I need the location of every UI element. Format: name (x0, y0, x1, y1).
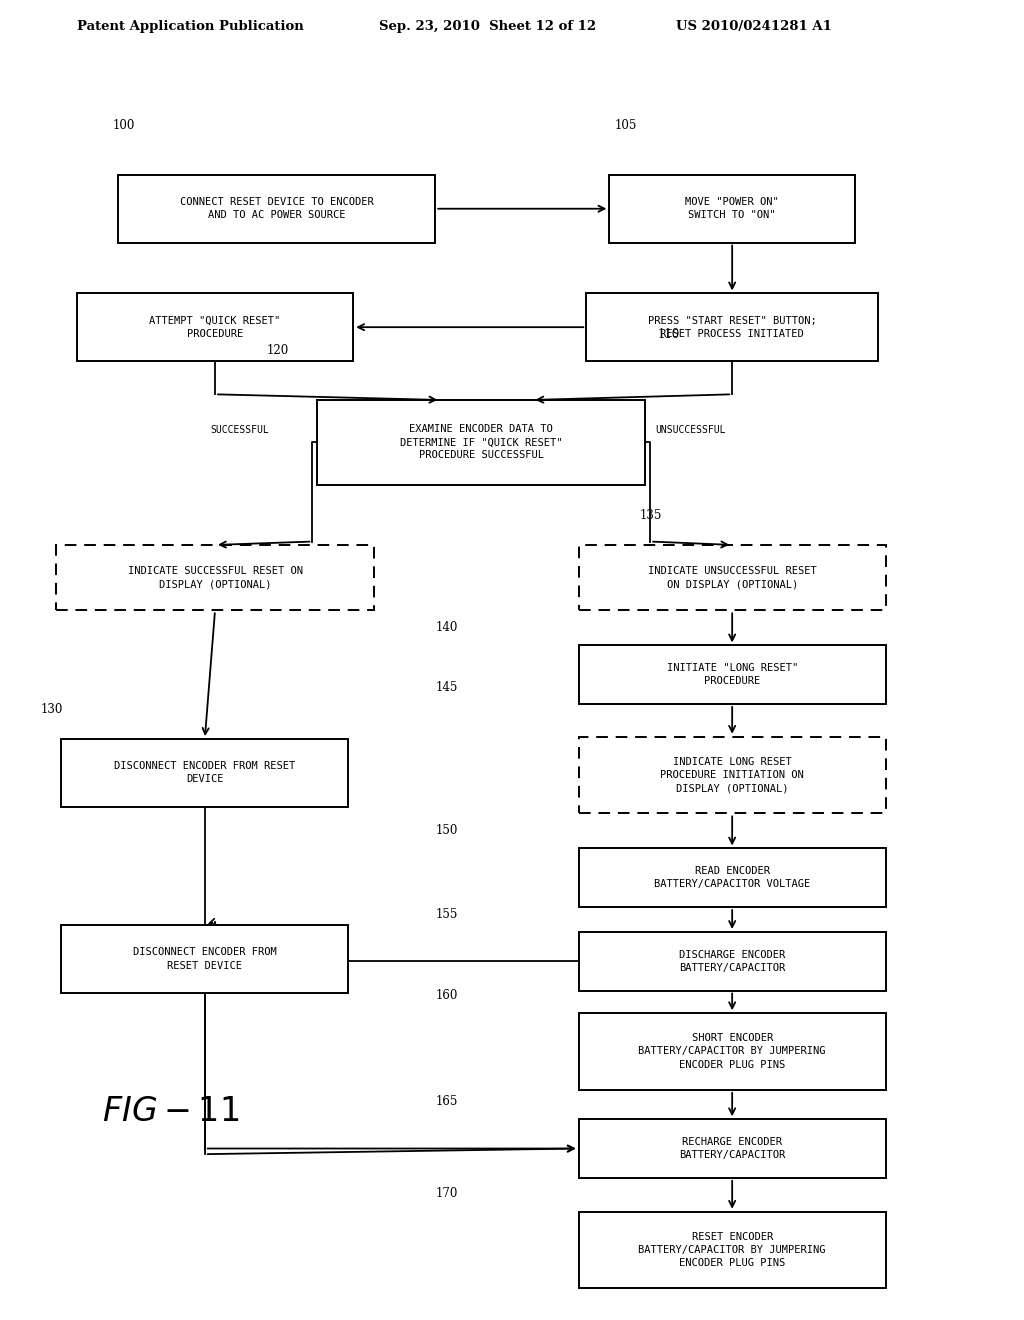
Text: UNSUCCESSFUL: UNSUCCESSFUL (655, 425, 726, 436)
FancyBboxPatch shape (317, 400, 645, 484)
Text: 140: 140 (435, 620, 458, 634)
FancyBboxPatch shape (579, 1119, 886, 1177)
Text: INDICATE LONG RESET
PROCEDURE INITIATION ON
DISPLAY (OPTIONAL): INDICATE LONG RESET PROCEDURE INITIATION… (660, 756, 804, 793)
Text: 145: 145 (435, 681, 458, 694)
Text: Patent Application Publication: Patent Application Publication (77, 20, 303, 33)
FancyBboxPatch shape (61, 925, 348, 993)
Text: 155: 155 (435, 908, 458, 920)
Text: INITIATE "LONG RESET"
PROCEDURE: INITIATE "LONG RESET" PROCEDURE (667, 663, 798, 686)
FancyBboxPatch shape (579, 932, 886, 990)
FancyBboxPatch shape (579, 545, 886, 610)
FancyBboxPatch shape (586, 293, 878, 362)
Text: 135: 135 (640, 510, 663, 523)
Text: 160: 160 (435, 989, 458, 1002)
Text: PRESS "START RESET" BUTTON;
RESET PROCESS INITIATED: PRESS "START RESET" BUTTON; RESET PROCES… (648, 315, 816, 339)
FancyBboxPatch shape (579, 737, 886, 813)
Text: SUCCESSFUL: SUCCESSFUL (210, 425, 268, 436)
Text: INDICATE UNSUCCESSFUL RESET
ON DISPLAY (OPTIONAL): INDICATE UNSUCCESSFUL RESET ON DISPLAY (… (648, 566, 816, 589)
Text: READ ENCODER
BATTERY/CAPACITOR VOLTAGE: READ ENCODER BATTERY/CAPACITOR VOLTAGE (654, 866, 810, 890)
FancyBboxPatch shape (579, 849, 886, 907)
Text: $\it{FIG-11}$: $\it{FIG-11}$ (102, 1094, 240, 1127)
Text: INDICATE SUCCESSFUL RESET ON
DISPLAY (OPTIONAL): INDICATE SUCCESSFUL RESET ON DISPLAY (OP… (128, 566, 302, 589)
FancyBboxPatch shape (579, 1212, 886, 1288)
Text: 130: 130 (41, 704, 63, 717)
Text: DISCONNECT ENCODER FROM
RESET DEVICE: DISCONNECT ENCODER FROM RESET DEVICE (133, 948, 276, 970)
Text: Sep. 23, 2010  Sheet 12 of 12: Sep. 23, 2010 Sheet 12 of 12 (379, 20, 596, 33)
Text: 165: 165 (435, 1094, 458, 1107)
Text: ATTEMPT "QUICK RESET"
PROCEDURE: ATTEMPT "QUICK RESET" PROCEDURE (150, 315, 281, 339)
Text: RECHARGE ENCODER
BATTERY/CAPACITOR: RECHARGE ENCODER BATTERY/CAPACITOR (679, 1137, 785, 1160)
FancyBboxPatch shape (579, 645, 886, 704)
Text: SHORT ENCODER
BATTERY/CAPACITOR BY JUMPERING
ENCODER PLUG PINS: SHORT ENCODER BATTERY/CAPACITOR BY JUMPE… (638, 1034, 826, 1069)
FancyBboxPatch shape (118, 174, 435, 243)
FancyBboxPatch shape (77, 293, 353, 362)
Text: RESET ENCODER
BATTERY/CAPACITOR BY JUMPERING
ENCODER PLUG PINS: RESET ENCODER BATTERY/CAPACITOR BY JUMPE… (638, 1232, 826, 1269)
Text: 120: 120 (266, 345, 289, 358)
FancyBboxPatch shape (579, 1014, 886, 1090)
Text: 110: 110 (658, 327, 680, 341)
Text: 100: 100 (113, 119, 135, 132)
Text: 105: 105 (614, 119, 637, 132)
Text: DISCHARGE ENCODER
BATTERY/CAPACITOR: DISCHARGE ENCODER BATTERY/CAPACITOR (679, 949, 785, 973)
Text: MOVE "POWER ON"
SWITCH TO "ON": MOVE "POWER ON" SWITCH TO "ON" (685, 197, 779, 220)
Text: 150: 150 (435, 824, 458, 837)
FancyBboxPatch shape (609, 174, 855, 243)
FancyBboxPatch shape (56, 545, 374, 610)
Text: CONNECT RESET DEVICE TO ENCODER
AND TO AC POWER SOURCE: CONNECT RESET DEVICE TO ENCODER AND TO A… (179, 197, 374, 220)
Text: EXAMINE ENCODER DATA TO
DETERMINE IF "QUICK RESET"
PROCEDURE SUCCESSFUL: EXAMINE ENCODER DATA TO DETERMINE IF "QU… (400, 424, 562, 461)
Text: DISCONNECT ENCODER FROM RESET
DEVICE: DISCONNECT ENCODER FROM RESET DEVICE (114, 762, 296, 784)
Text: 170: 170 (435, 1188, 458, 1200)
Text: US 2010/0241281 A1: US 2010/0241281 A1 (676, 20, 831, 33)
FancyBboxPatch shape (61, 739, 348, 807)
